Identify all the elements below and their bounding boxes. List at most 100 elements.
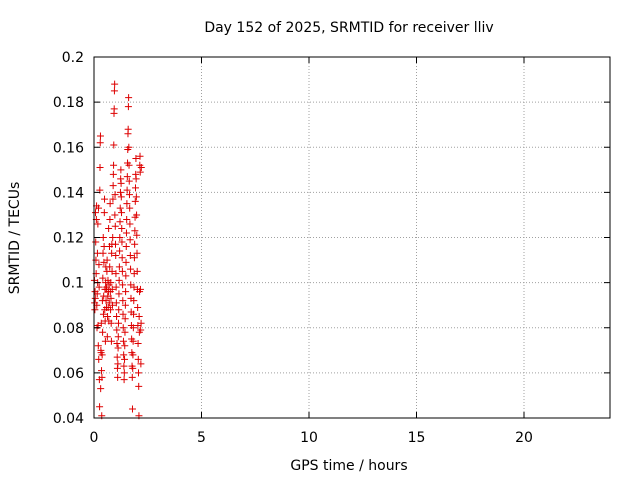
data-point — [137, 164, 145, 172]
data-point — [95, 204, 103, 212]
data-point — [112, 299, 120, 307]
data-point — [119, 337, 127, 345]
y-tick-label: 0.04 — [53, 411, 84, 427]
data-point — [96, 164, 104, 172]
data-point — [123, 200, 131, 208]
data-point — [125, 161, 133, 169]
data-point — [94, 220, 102, 228]
data-point — [108, 301, 116, 309]
data-point — [111, 191, 119, 199]
data-point — [123, 215, 131, 223]
data-point — [100, 209, 108, 217]
data-point — [120, 376, 128, 384]
data-point — [96, 403, 104, 411]
data-point — [137, 326, 145, 334]
data-point — [123, 173, 131, 181]
data-point — [107, 294, 115, 302]
data-point — [122, 272, 130, 280]
data-point — [101, 337, 109, 345]
x-tick-label: 15 — [408, 430, 426, 446]
data-point — [108, 249, 116, 257]
data-point — [121, 328, 129, 336]
data-point — [113, 326, 121, 334]
data-point — [113, 340, 121, 348]
data-point — [106, 263, 114, 271]
y-tick-label: 0.1 — [62, 276, 84, 292]
data-point — [97, 385, 105, 393]
data-point — [95, 283, 103, 291]
data-point — [96, 139, 104, 147]
x-axis: 0 5 10 15 20 — [90, 57, 533, 446]
data-point — [109, 234, 117, 241]
data-point — [115, 290, 123, 298]
data-point — [115, 263, 123, 271]
data-point — [115, 276, 123, 284]
data-point — [128, 373, 136, 381]
data-point — [111, 80, 119, 88]
data-point — [92, 238, 100, 246]
y-tick-label: 0.16 — [53, 140, 84, 156]
data-point — [97, 319, 105, 327]
data-point — [112, 240, 119, 248]
data-point — [137, 360, 145, 368]
data-point — [131, 240, 139, 248]
data-point — [111, 222, 119, 230]
data-point — [108, 285, 116, 293]
data-point — [106, 215, 114, 223]
data-point — [121, 342, 129, 350]
data-point — [118, 267, 126, 275]
data-point — [118, 224, 126, 232]
data-point — [109, 195, 117, 203]
y-axis: 0.04 0.06 0.08 0.1 0.12 0.14 0.16 0.18 0.2 — [53, 50, 610, 427]
x-tick-label: 5 — [197, 430, 206, 446]
data-point — [114, 333, 122, 341]
data-point — [133, 249, 141, 257]
data-point — [134, 355, 142, 363]
data-point — [122, 229, 130, 237]
data-point — [130, 297, 138, 305]
data-point — [134, 340, 142, 348]
data-point — [110, 87, 118, 95]
data-point — [118, 238, 126, 246]
data-point — [136, 168, 144, 176]
data-point — [116, 234, 124, 241]
data-point — [91, 306, 99, 314]
data-point — [98, 367, 106, 375]
x-axis-label: GPS time / hours — [290, 458, 407, 474]
data-point — [119, 297, 127, 305]
data-point — [104, 312, 112, 320]
data-point — [112, 283, 120, 291]
y-tick-label: 0.12 — [53, 231, 84, 247]
data-point — [117, 193, 125, 201]
data-point — [122, 258, 130, 266]
data-point — [119, 310, 127, 318]
data-point — [136, 152, 144, 160]
data-point — [130, 310, 138, 318]
data-point — [107, 319, 115, 327]
x-tick-label: 20 — [515, 430, 533, 446]
data-point — [117, 179, 125, 187]
data-point — [101, 195, 109, 203]
data-point — [118, 209, 126, 217]
data-point — [119, 324, 127, 332]
data-point — [103, 333, 111, 341]
y-axis-label: SRMTID / TECUs — [7, 182, 23, 295]
data-point — [129, 324, 137, 332]
data-point — [131, 184, 139, 192]
data-point — [103, 256, 111, 264]
data-point — [99, 234, 107, 241]
data-point — [107, 306, 115, 314]
data-point — [98, 373, 106, 381]
data-point — [99, 274, 107, 282]
data-point — [99, 310, 107, 318]
data-point — [110, 161, 118, 169]
data-point — [115, 306, 123, 314]
data-point — [121, 301, 129, 309]
data-point — [132, 175, 140, 183]
data-point — [125, 191, 133, 199]
data-point — [106, 200, 114, 208]
data-point — [96, 132, 104, 140]
y-tick-label: 0.14 — [53, 185, 84, 201]
data-point — [112, 252, 120, 260]
data-point — [133, 231, 141, 239]
